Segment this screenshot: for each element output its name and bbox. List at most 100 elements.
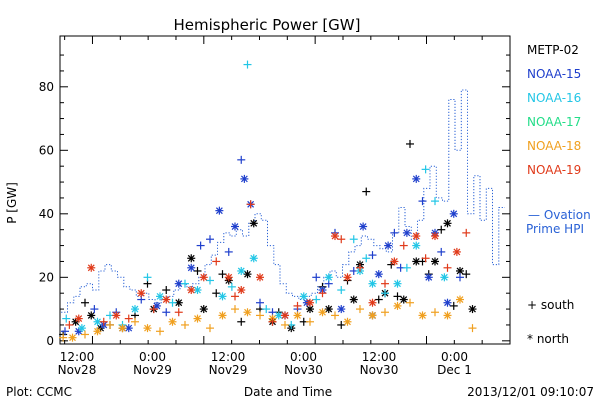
legend-item: NOAA-15 [527,67,581,81]
data-point [61,327,69,336]
marker-stroke [456,296,464,303]
x-tick-label: 12:00 [60,350,95,364]
data-point [318,308,327,317]
marker-stroke [112,311,120,319]
marker-stroke [390,258,398,265]
data-point [240,174,249,183]
data-point [227,282,236,291]
data-point [331,232,339,241]
data-point [90,305,99,314]
marker-stroke [300,292,308,300]
marker-stroke [94,318,101,326]
marker-stroke [169,318,176,326]
marker-stroke [225,273,233,281]
legend-item: NOAA-19 [527,163,581,177]
data-point [412,241,421,250]
marker-stroke [175,280,183,288]
data-point [456,266,464,275]
marker-stroke [78,324,86,332]
marker-stroke [344,318,351,326]
x-tick-label: Nov29 [209,363,248,377]
data-point [390,257,399,266]
data-point [418,311,427,320]
data-point [462,270,471,279]
data-point [337,235,346,244]
data-point [199,273,208,282]
data-point [359,222,368,231]
data-point [124,324,133,333]
data-point [337,320,346,329]
x-tick-label: Nov29 [133,363,172,377]
marker-stroke [444,299,451,307]
x-tick-label: Dec 1 [437,363,472,377]
x-tick-label: 0:00 [139,350,166,364]
data-point [99,317,108,326]
data-point [306,317,314,326]
data-point [449,209,458,218]
data-point [402,263,411,272]
data-point [443,311,452,320]
data-point [174,279,183,288]
data-point [224,247,233,256]
south-marker-legend: + south [527,298,574,312]
marker-stroke [456,267,464,275]
marker-stroke [419,311,426,319]
data-point [124,314,133,323]
y-axis-label: P [GW] [5,182,19,224]
data-point [324,273,333,282]
data-point [431,257,439,266]
plot-credit: Plot: CCMC [6,385,72,399]
marker-stroke [87,264,95,272]
marker-stroke [231,223,239,230]
y-tick-label: 0 [46,334,54,348]
marker-stroke [412,232,420,240]
data-point [349,295,358,304]
data-point [131,305,139,314]
marker-stroke [450,210,458,218]
data-point [149,305,158,314]
data-point [443,263,452,272]
data-point [281,311,289,320]
data-point [256,298,264,307]
y-tick-label: 80 [39,80,54,94]
data-point [206,276,214,285]
data-point [206,235,214,244]
data-point [187,263,196,272]
data-point [249,254,258,263]
data-point [162,295,171,304]
data-point [406,139,414,148]
marker-stroke [359,223,367,230]
data-point [196,241,205,250]
data-point [187,254,196,263]
marker-stroke [237,286,245,294]
data-point [218,311,227,320]
marker-stroke [131,305,139,313]
data-point [381,279,389,288]
marker-stroke [281,311,289,319]
data-point [262,305,271,314]
marker-stroke [237,267,245,275]
data-point [74,314,83,323]
data-point [452,247,461,256]
data-point [356,305,364,314]
marker-stroke [306,299,314,307]
marker-stroke [87,311,95,319]
data-point [162,308,171,317]
marker-stroke [194,286,201,294]
marker-stroke [69,334,76,342]
data-point [143,324,152,333]
marker-stroke [256,273,264,281]
marker-stroke [331,232,339,240]
marker-stroke [306,305,314,313]
data-point [156,327,164,336]
data-point [462,228,471,237]
data-point [312,273,321,282]
marker-stroke [187,264,195,272]
marker-stroke [369,299,376,307]
marker-stroke [144,324,151,332]
data-point [393,279,402,288]
legend-item: METP-02 [527,43,579,57]
data-point [68,333,77,342]
marker-stroke [425,273,433,281]
data-point [418,197,427,206]
